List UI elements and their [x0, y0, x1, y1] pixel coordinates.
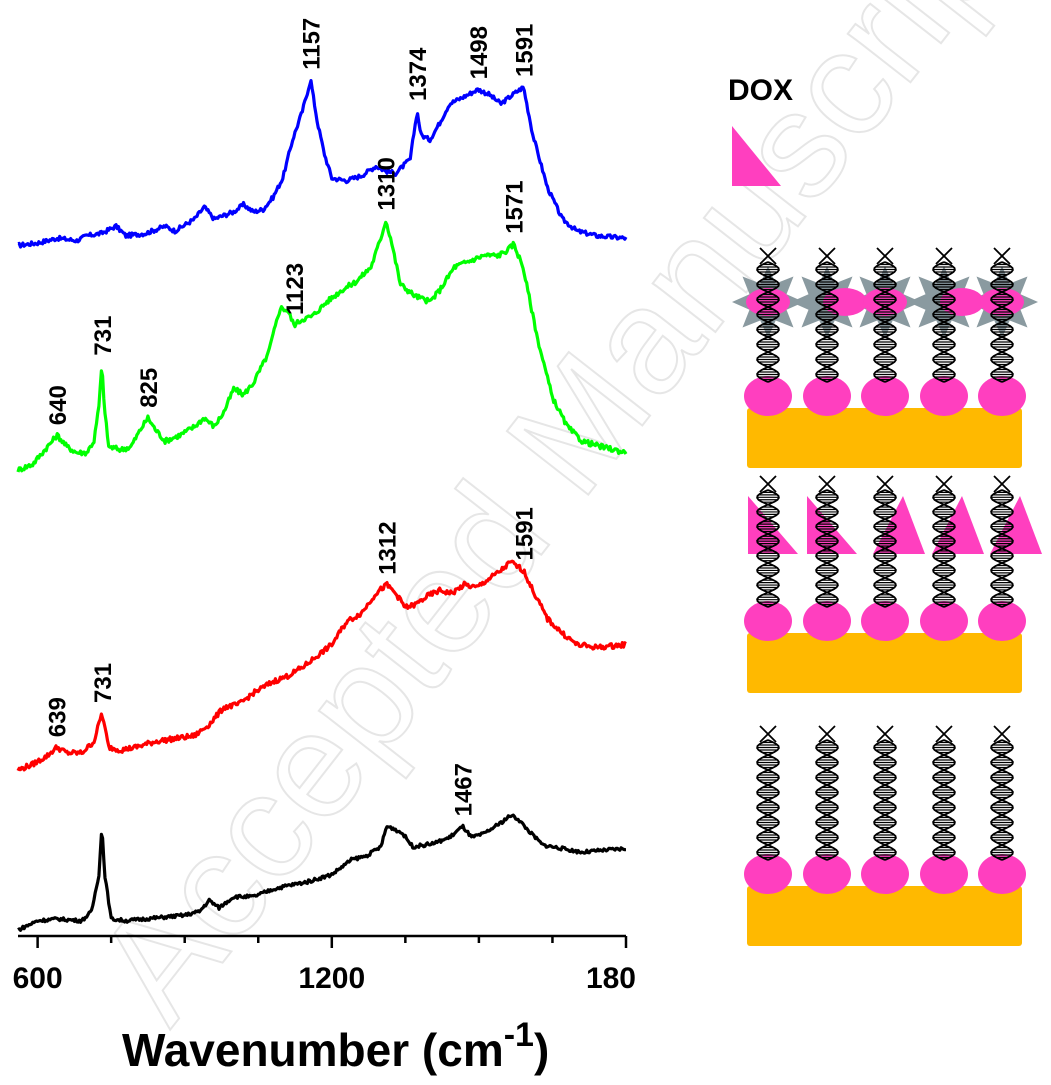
anchor-ellipse-icon	[744, 601, 792, 641]
anchor-ellipse-icon	[920, 601, 968, 641]
peak-label-1310: 1310	[374, 157, 401, 210]
dna-strand-icon	[873, 475, 897, 608]
x-axis-ticks: 600 1200 180	[13, 936, 636, 995]
dox-triangle-icon	[873, 496, 925, 554]
anchor-ellipse-icon	[803, 601, 851, 641]
x-axis-title-close: )	[534, 1024, 549, 1076]
anchor-ellipse-icon	[920, 376, 968, 416]
peak-label-1467: 1467	[451, 763, 478, 816]
gold-substrate	[747, 886, 1022, 946]
dna-strand-icon	[756, 475, 780, 608]
schematic-panel-2	[744, 475, 1042, 693]
peak-label-1157: 1157	[299, 18, 326, 70]
dox-triangle-icon	[807, 496, 857, 554]
dna-strand-icon	[932, 725, 956, 861]
peak-label-639: 639	[45, 697, 72, 737]
dox-label: DOX	[728, 74, 793, 107]
dna-strand-icon	[932, 247, 956, 383]
dna-dox-schematic: DOX	[728, 74, 1042, 946]
x-axis-title-superscript: -1	[504, 1016, 534, 1054]
peak-label-1591: 1591	[512, 507, 539, 560]
peak-label-1591: 1591	[512, 24, 539, 77]
schematic-panel-1	[732, 247, 1038, 468]
x-tick-label-600: 600	[13, 962, 63, 995]
dna-strand-icon	[815, 725, 839, 861]
x-axis-title-main: Wavenumber (cm	[122, 1024, 504, 1076]
peak-label-640: 640	[45, 385, 72, 425]
anchor-ellipse-icon	[978, 854, 1026, 894]
peak-label-1123: 1123	[282, 263, 309, 315]
dna-strand-icon	[932, 475, 956, 608]
anchor-ellipse-icon	[861, 854, 909, 894]
schematic-panels	[732, 247, 1042, 946]
series-line-1	[17, 79, 628, 249]
series-line-3	[16, 559, 627, 772]
gold-substrate	[747, 408, 1022, 468]
peak-label-731: 731	[90, 663, 117, 703]
dna-strand-icon	[756, 247, 780, 383]
anchor-ellipse-icon	[861, 376, 909, 416]
dox-triangle-icon	[748, 496, 798, 554]
peak-labels: 1157 1374 1498 1591 640 731 825 1123 1310 1571 639…	[45, 18, 539, 817]
series-line-2	[16, 220, 628, 473]
peak-label-1374: 1374	[405, 47, 432, 101]
anchor-ellipse-icon	[803, 854, 851, 894]
peak-label-1498: 1498	[466, 26, 493, 79]
anchor-ellipse-icon	[744, 854, 792, 894]
anchor-ellipse-icon	[978, 376, 1026, 416]
dna-strand-icon	[815, 475, 839, 608]
series-layer	[16, 79, 628, 932]
peak-label-731: 731	[90, 316, 117, 356]
anchor-ellipse-icon	[861, 601, 909, 641]
dna-strand-icon	[756, 725, 780, 861]
dox-triangle-icon	[932, 496, 984, 554]
x-tick-label-1800: 180	[586, 962, 636, 995]
dna-strand-icon	[873, 247, 897, 383]
anchor-ellipse-icon	[920, 854, 968, 894]
anchor-ellipse-icon	[744, 376, 792, 416]
dna-strand-icon	[990, 725, 1014, 861]
gold-substrate	[747, 633, 1022, 693]
spectra-plot: 1157 1374 1498 1591 640 731 825 1123 1310 1571 639…	[13, 18, 636, 1076]
dox-triangle-icon	[732, 126, 781, 186]
schematic-panel-3	[744, 725, 1026, 946]
peak-label-1312: 1312	[375, 521, 402, 574]
x-axis-title: Wavenumber (cm-1)	[122, 1016, 549, 1076]
dna-strand-icon	[873, 725, 897, 861]
dox-triangle-icon	[990, 496, 1042, 554]
peak-label-1571: 1571	[502, 180, 529, 233]
dna-strand-icon	[990, 247, 1014, 383]
x-tick-label-1200: 1200	[298, 962, 365, 995]
anchor-ellipse-icon	[978, 601, 1026, 641]
peak-label-825: 825	[136, 368, 163, 408]
anchor-ellipse-icon	[803, 376, 851, 416]
dna-strand-icon	[815, 247, 839, 383]
dna-strand-icon	[990, 475, 1014, 608]
series-line-4	[17, 813, 627, 932]
